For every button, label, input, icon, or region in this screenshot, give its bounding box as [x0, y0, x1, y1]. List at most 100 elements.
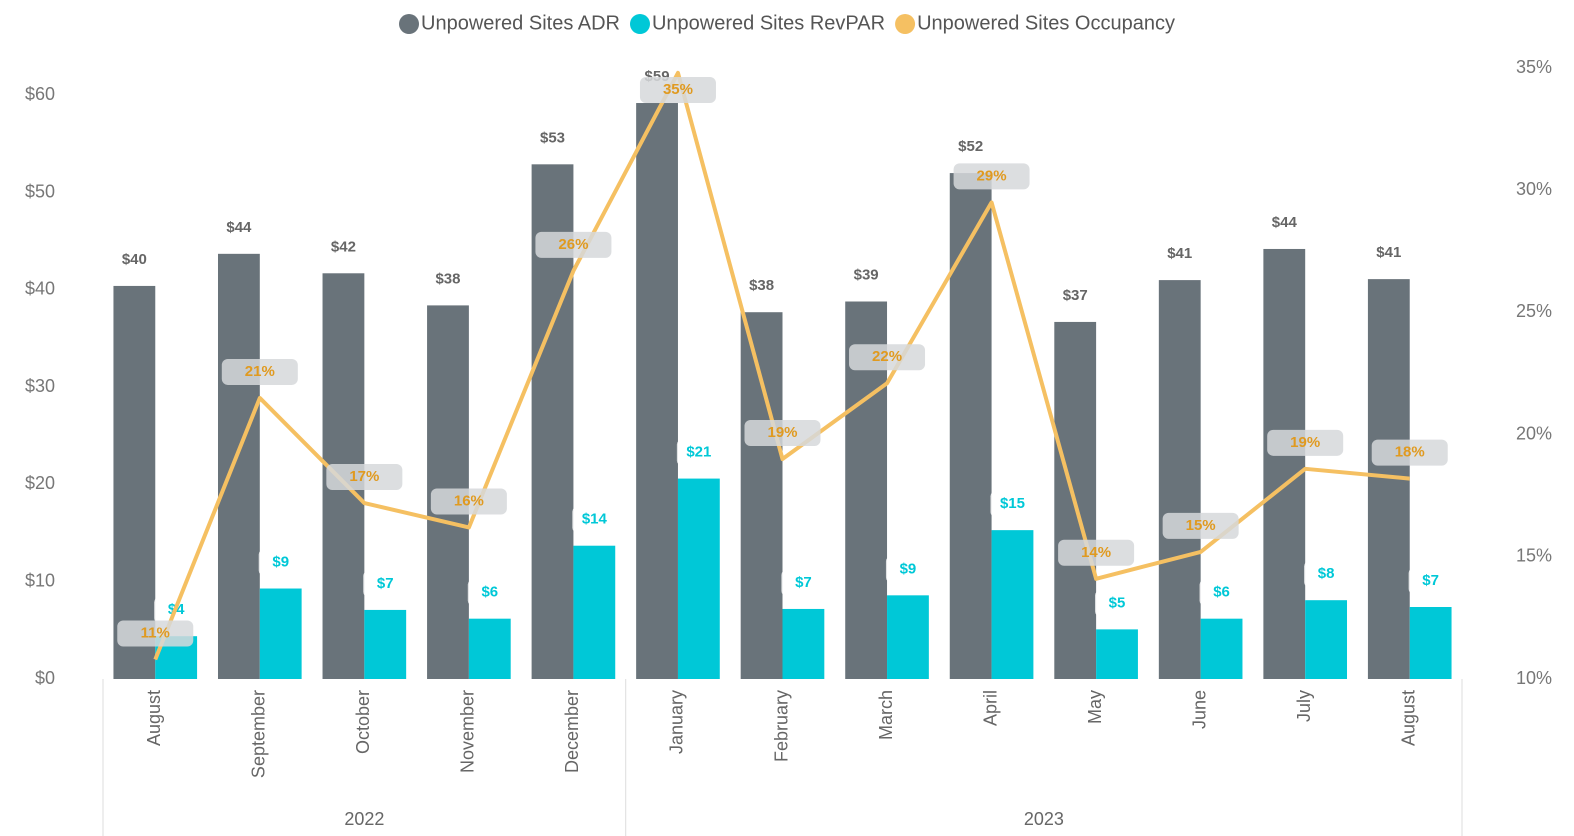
label-box [467, 579, 512, 606]
bar [217, 253, 260, 679]
bar [782, 608, 825, 679]
data-label: $5 [1109, 594, 1126, 611]
data-label: $7 [1422, 572, 1439, 589]
data-label: 15% [1186, 517, 1216, 534]
x-tick-label: February [771, 690, 791, 762]
y-tick-label: $60 [25, 84, 55, 104]
x-tick-label: August [144, 690, 164, 746]
bar [636, 103, 678, 680]
label-box [1162, 512, 1239, 539]
y2-tick-label: 10% [1516, 668, 1552, 688]
label-box [639, 77, 716, 103]
label-box [572, 506, 617, 533]
data-label: $15 [1000, 495, 1025, 512]
label-box [676, 439, 721, 466]
legend-label: Unpowered Sites RevPAR [652, 12, 885, 34]
bar [468, 618, 511, 679]
bar [259, 588, 302, 679]
bar [991, 530, 1034, 679]
data-label: $42 [331, 238, 356, 255]
data-label: 22% [872, 348, 902, 365]
label-box [885, 556, 930, 583]
x-tick-label: November [458, 690, 478, 773]
y2-tick-label: 30% [1516, 179, 1552, 199]
label-box [1371, 439, 1448, 466]
data-label: $40 [122, 251, 147, 268]
bar [949, 173, 992, 680]
data-label: 18% [1395, 444, 1425, 461]
data-label: $53 [540, 129, 565, 146]
bar [1096, 629, 1138, 679]
x-tick-label: June [1189, 690, 1209, 729]
label-box [117, 620, 194, 647]
legend-marker [895, 14, 916, 34]
bar [1305, 600, 1348, 679]
x-tick-label: January [667, 690, 687, 754]
data-label: $9 [900, 560, 917, 577]
bar [1409, 607, 1452, 679]
label-box [781, 569, 826, 596]
x-tick-label: December [562, 690, 582, 773]
legend-label: Unpowered Sites ADR [421, 12, 620, 34]
data-label: $38 [749, 277, 774, 294]
data-label: 19% [1290, 434, 1320, 451]
bar [887, 595, 929, 679]
data-label: $6 [1213, 584, 1230, 601]
y-tick-label: $40 [25, 279, 55, 299]
year-label: 2022 [344, 809, 384, 829]
data-label: $7 [377, 575, 394, 592]
data-label: 19% [767, 424, 797, 441]
year-label: 2023 [1024, 809, 1064, 829]
label-box [258, 549, 303, 576]
x-tick-label: September [249, 690, 269, 778]
data-label: $38 [435, 270, 460, 287]
y-tick-label: $0 [35, 668, 55, 688]
data-label: 11% [141, 624, 170, 641]
y2-tick-label: 15% [1516, 546, 1552, 566]
data-label: 16% [454, 492, 484, 509]
x-tick-label: October [353, 690, 373, 754]
data-label: $9 [272, 553, 289, 570]
bar [1158, 280, 1201, 679]
bar [1200, 618, 1243, 679]
y2-tick-label: 35% [1516, 57, 1552, 77]
bar [364, 609, 407, 679]
y-tick-label: $50 [25, 181, 55, 201]
label-box [535, 231, 612, 258]
label-box [990, 491, 1035, 518]
bar [573, 545, 616, 679]
y2-tick-label: 20% [1516, 423, 1552, 443]
bar [1263, 248, 1306, 679]
data-label: 26% [558, 236, 588, 253]
label-box [430, 488, 507, 515]
data-label: $41 [1167, 245, 1192, 262]
label-box [326, 464, 403, 491]
label-box [849, 344, 926, 371]
y-tick-label: $30 [25, 376, 55, 396]
x-tick-label: May [1085, 690, 1105, 724]
bar [740, 312, 783, 679]
data-label: $44 [226, 219, 252, 236]
x-tick-label: March [876, 690, 896, 740]
data-label: $21 [686, 444, 711, 461]
data-label: 17% [349, 468, 379, 485]
data-label: $52 [958, 138, 983, 155]
bar [677, 478, 720, 679]
x-tick-label: July [1294, 690, 1314, 722]
y-tick-label: $20 [25, 473, 55, 493]
data-label: $8 [1318, 565, 1335, 582]
x-tick-label: August [1398, 690, 1418, 746]
label-box [363, 570, 408, 597]
data-label: $44 [1272, 214, 1298, 231]
data-label: $6 [481, 584, 498, 601]
legend-label: Unpowered Sites Occupancy [917, 12, 1175, 34]
label-box [1058, 539, 1135, 566]
data-label: 21% [245, 363, 275, 380]
x-tick-label: April [980, 690, 1000, 726]
label-box [1267, 429, 1344, 456]
y2-tick-label: 25% [1516, 301, 1552, 321]
data-label: $39 [854, 266, 879, 283]
line [153, 70, 1410, 661]
data-label: 14% [1081, 544, 1111, 561]
